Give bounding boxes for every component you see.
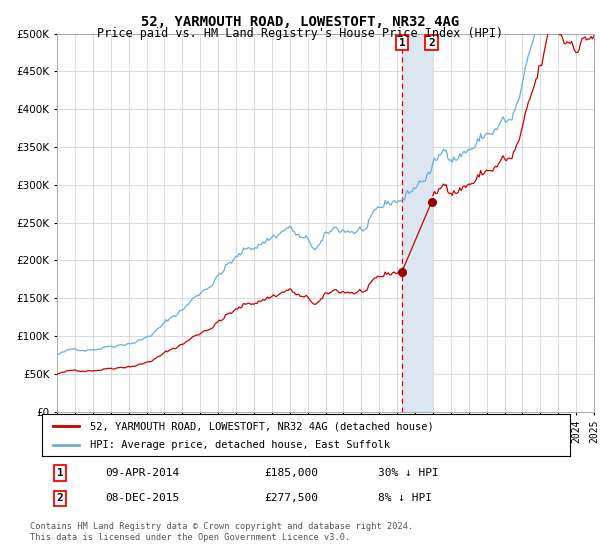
Text: Price paid vs. HM Land Registry's House Price Index (HPI): Price paid vs. HM Land Registry's House … [97,27,503,40]
Text: 09-APR-2014: 09-APR-2014 [105,468,179,478]
Text: 1: 1 [398,38,406,48]
Text: Contains HM Land Registry data © Crown copyright and database right 2024.
This d: Contains HM Land Registry data © Crown c… [30,522,413,542]
Text: 30% ↓ HPI: 30% ↓ HPI [378,468,439,478]
Text: HPI: Average price, detached house, East Suffolk: HPI: Average price, detached house, East… [89,440,389,450]
Text: 08-DEC-2015: 08-DEC-2015 [105,493,179,503]
Text: 2: 2 [428,38,435,48]
Text: £185,000: £185,000 [264,468,318,478]
Bar [402,34,431,412]
Text: 1: 1 [56,468,64,478]
Text: 2: 2 [56,493,64,503]
Text: 52, YARMOUTH ROAD, LOWESTOFT, NR32 4AG (detached house): 52, YARMOUTH ROAD, LOWESTOFT, NR32 4AG (… [89,421,433,431]
Text: 52, YARMOUTH ROAD, LOWESTOFT, NR32 4AG: 52, YARMOUTH ROAD, LOWESTOFT, NR32 4AG [141,15,459,29]
Text: £277,500: £277,500 [264,493,318,503]
Text: 8% ↓ HPI: 8% ↓ HPI [378,493,432,503]
